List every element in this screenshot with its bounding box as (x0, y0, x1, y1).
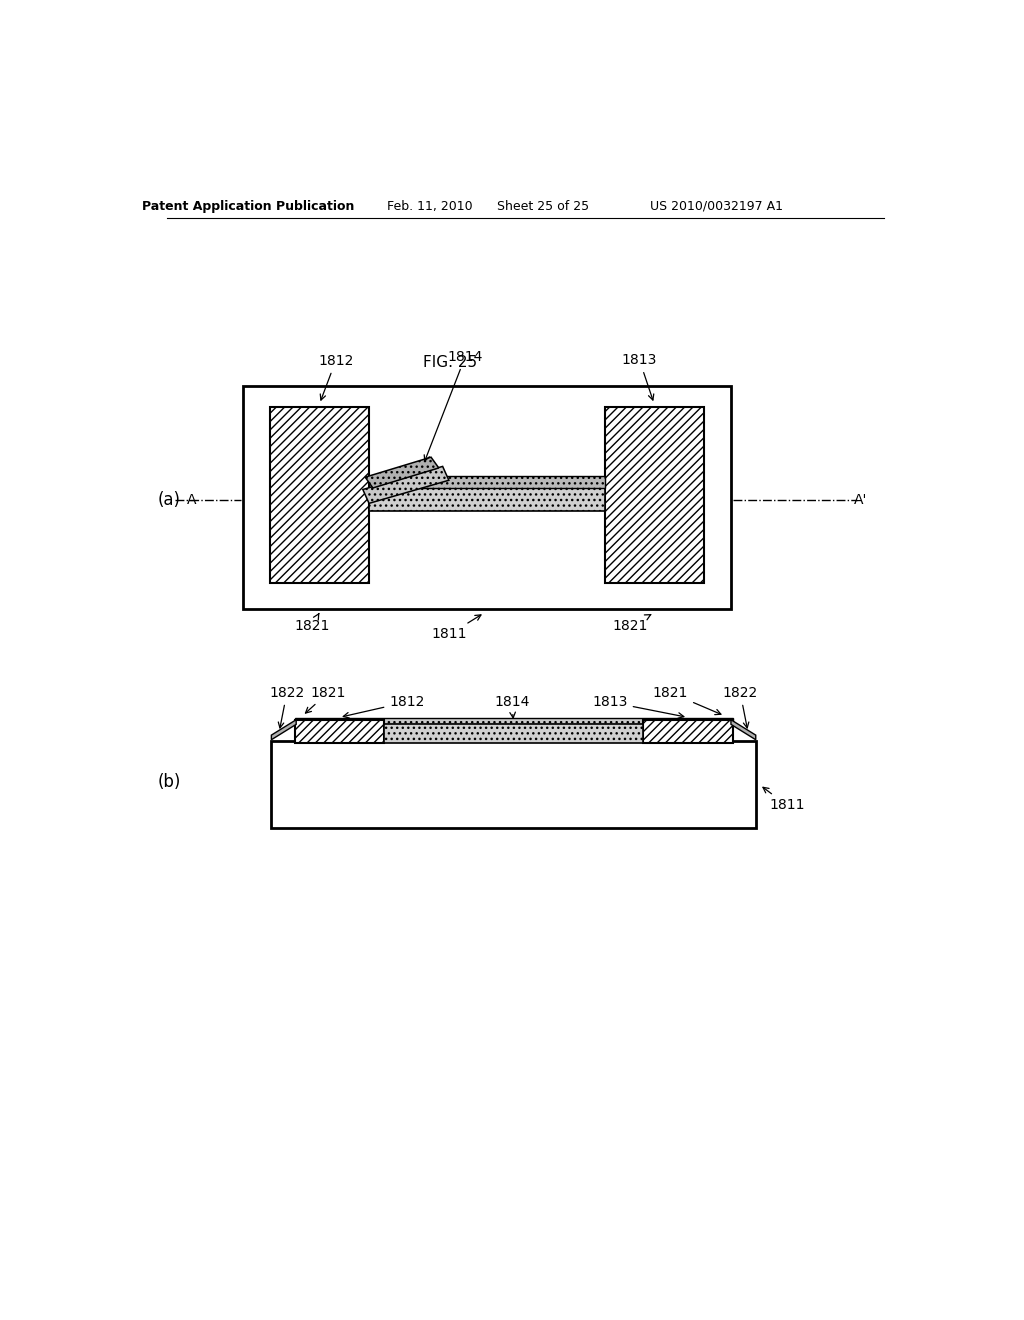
Bar (270, 407, 369, 582)
Text: Sheet 25 of 25: Sheet 25 of 25 (497, 199, 589, 213)
Bar (369, 488, 604, 511)
Text: A': A' (854, 494, 867, 507)
Text: 1812: 1812 (318, 354, 353, 400)
Polygon shape (362, 466, 449, 503)
Bar (604, 407, 703, 582)
Text: FIG. 25: FIG. 25 (423, 355, 477, 370)
Text: Feb. 11, 2010: Feb. 11, 2010 (387, 199, 473, 213)
Bar (384, 725, 643, 743)
Bar (295, 719, 384, 743)
Text: 1814: 1814 (424, 350, 482, 461)
Text: 1821: 1821 (294, 614, 330, 632)
Bar (369, 475, 604, 488)
Text: 1811: 1811 (432, 615, 481, 642)
Text: (a): (a) (158, 491, 180, 510)
Text: US 2010/0032197 A1: US 2010/0032197 A1 (650, 199, 783, 213)
Text: A: A (187, 494, 197, 507)
Text: 1822: 1822 (269, 686, 304, 727)
Bar (643, 719, 732, 743)
Text: 1821: 1821 (653, 686, 721, 714)
Bar (271, 742, 756, 829)
Bar (295, 718, 732, 725)
Text: 1811: 1811 (763, 787, 805, 812)
Text: 1822: 1822 (723, 686, 758, 727)
Text: (b): (b) (158, 774, 180, 791)
Text: Patent Application Publication: Patent Application Publication (142, 199, 354, 213)
Text: 1812: 1812 (343, 696, 425, 718)
Text: 1821: 1821 (612, 615, 651, 632)
Polygon shape (271, 719, 296, 739)
Text: 1814: 1814 (494, 696, 529, 718)
Text: 1813: 1813 (592, 696, 684, 718)
Text: 1813: 1813 (622, 354, 657, 400)
Polygon shape (731, 719, 756, 739)
Bar (243, 385, 731, 609)
Text: 1821: 1821 (305, 686, 346, 713)
Polygon shape (366, 457, 438, 488)
